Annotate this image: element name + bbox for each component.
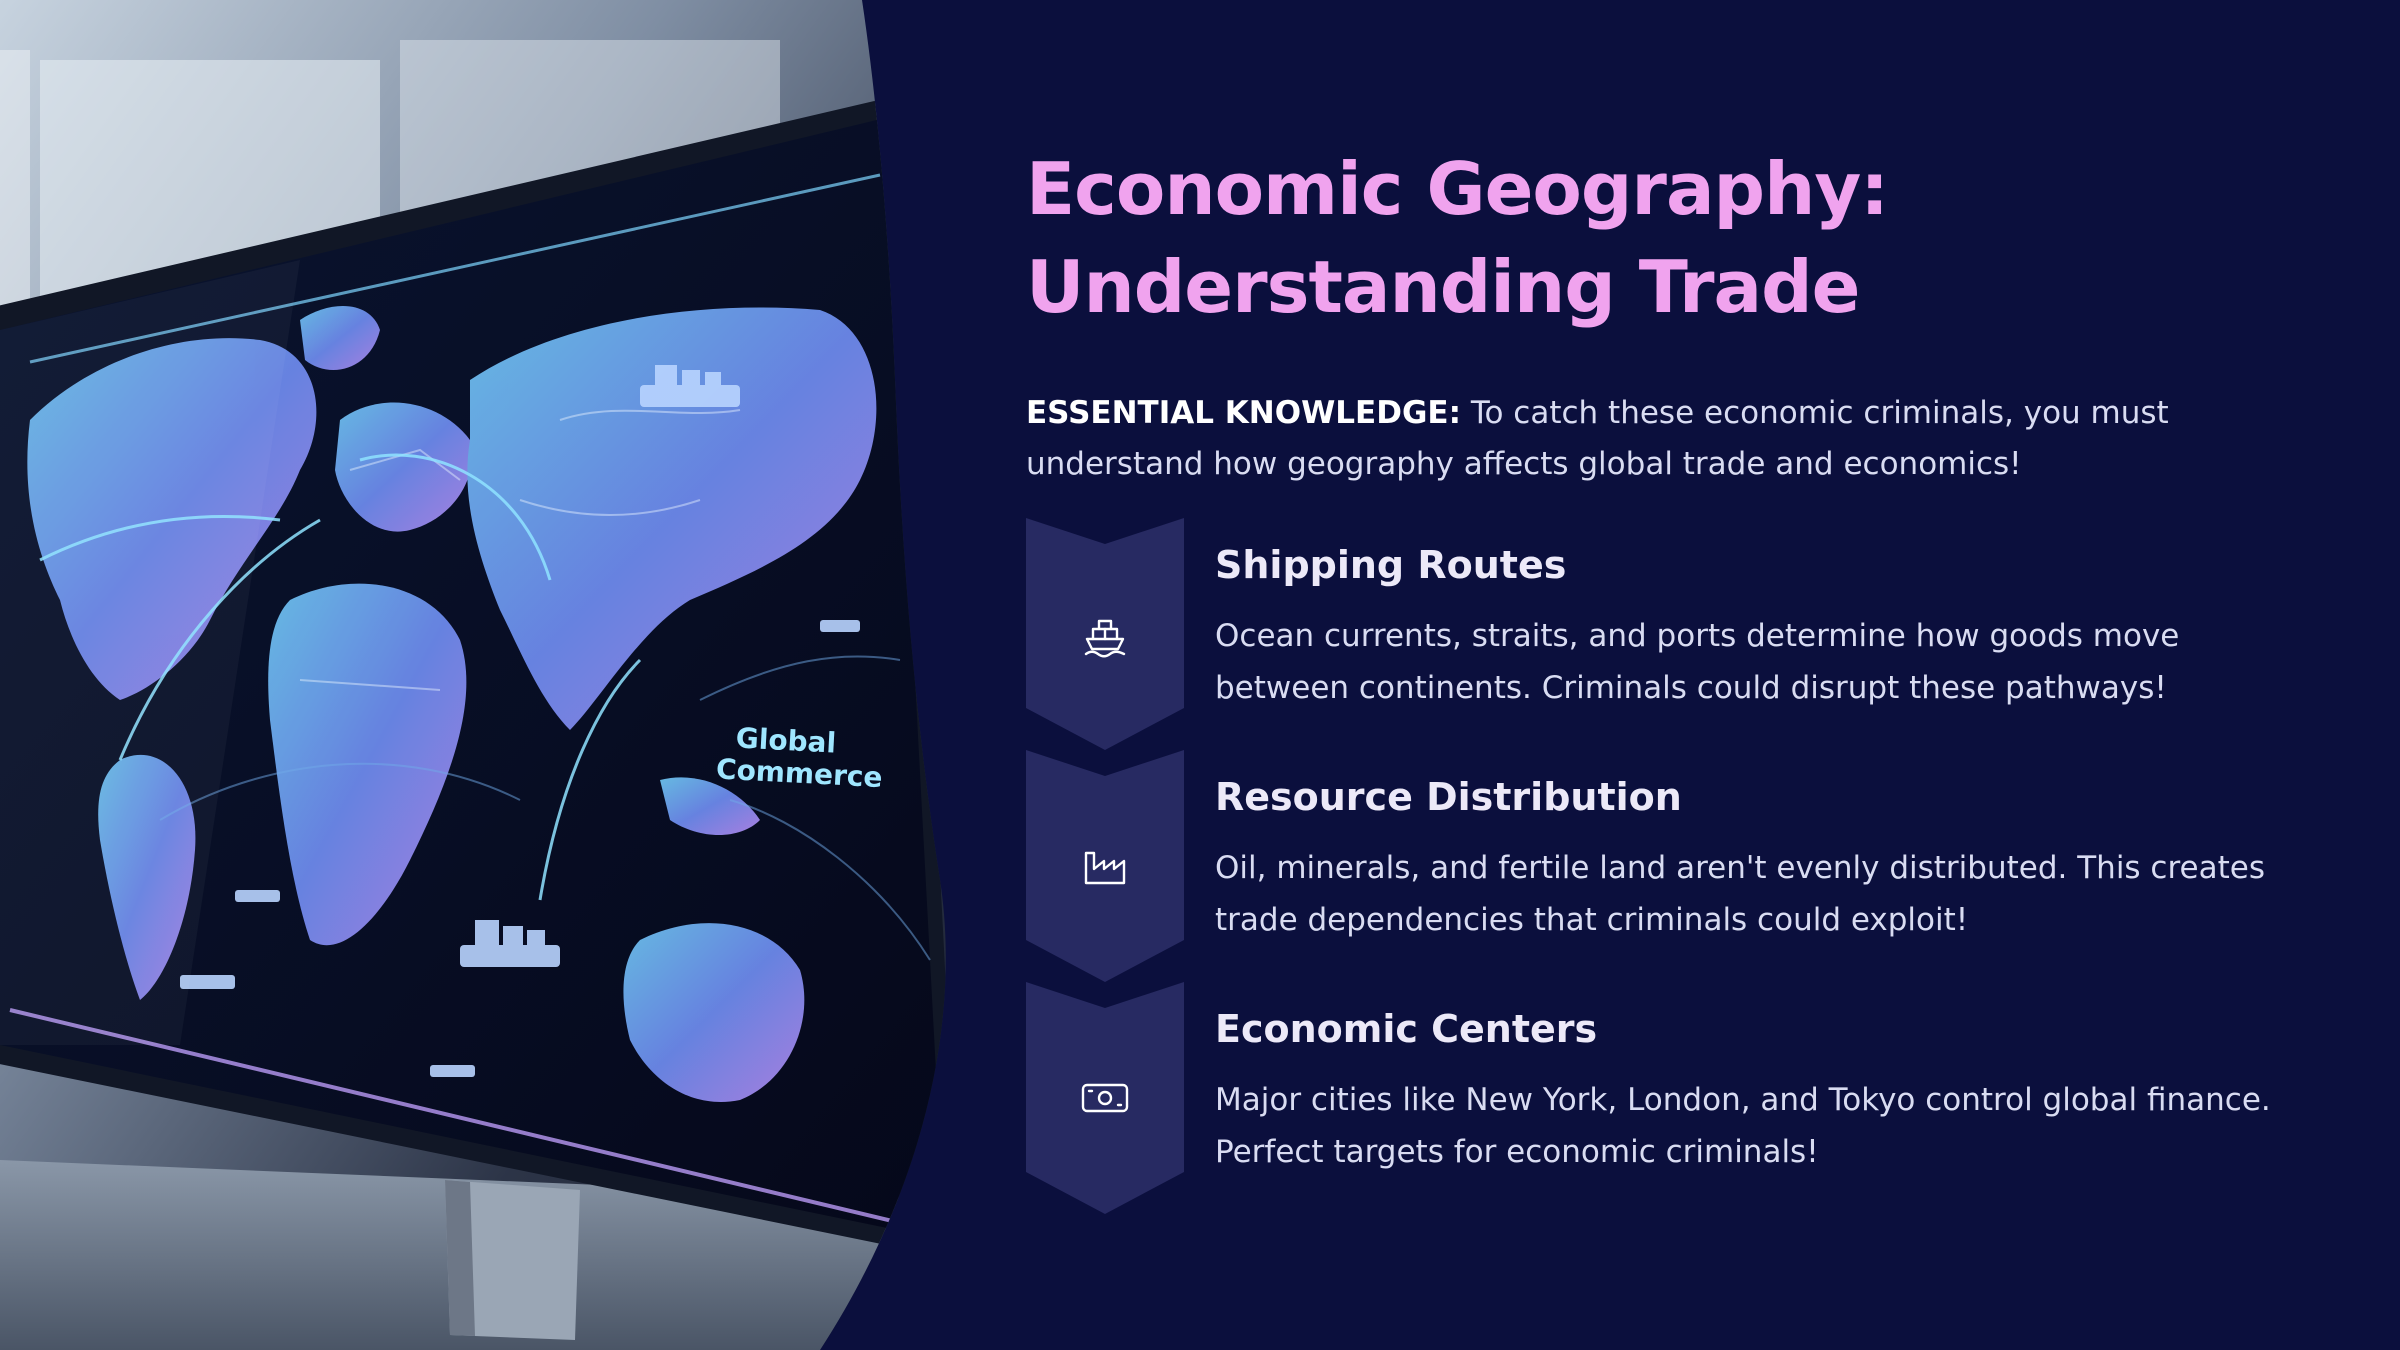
title-line-2: Understanding Trade: [1026, 245, 1860, 329]
money-icon: [1081, 1083, 1129, 1113]
essential-knowledge-paragraph: ESSENTIAL KNOWLEDGE: To catch these econ…: [1026, 388, 2246, 490]
topic-title: Shipping Routes: [1215, 543, 1567, 587]
factory-icon: [1084, 851, 1126, 885]
ship-icon: [1084, 619, 1126, 658]
topic-description: Major cities like New York, London, and …: [1215, 1082, 2271, 1170]
topic-title: Resource Distribution: [1215, 775, 1682, 819]
topic-title: Economic Centers: [1215, 1007, 1598, 1051]
chevron-marker: [1026, 750, 1184, 982]
global-commerce-label-line1: Global: [735, 721, 837, 759]
chevron-shape: [1026, 982, 1184, 1214]
topic-description: Oil, minerals, and fertile land aren't e…: [1215, 850, 2265, 938]
topic-description: Ocean currents, straits, and ports deter…: [1215, 618, 2180, 706]
topic-shipping-routes: Shipping Routes Ocean currents, straits,…: [1026, 518, 2326, 750]
essential-knowledge-label: ESSENTIAL KNOWLEDGE:: [1026, 395, 1461, 431]
essential-knowledge-text: To catch these economic criminals, you m…: [1026, 395, 2169, 482]
topic-economic-centers: Economic Centers Major cities like New Y…: [1026, 982, 2326, 1214]
chevron-marker: [1026, 518, 1184, 750]
chevron-marker: [1026, 982, 1184, 1214]
page-title: Economic Geography: Understanding Trade: [1026, 140, 2326, 336]
title-line-1: Economic Geography:: [1026, 147, 1889, 231]
content-panel: Economic Geography: Understanding Trade …: [1026, 140, 2326, 1214]
topic-resource-distribution: Resource Distribution Oil, minerals, and…: [1026, 750, 2326, 982]
world-map-monitor-photo: Global Commerce: [0, 0, 960, 1350]
